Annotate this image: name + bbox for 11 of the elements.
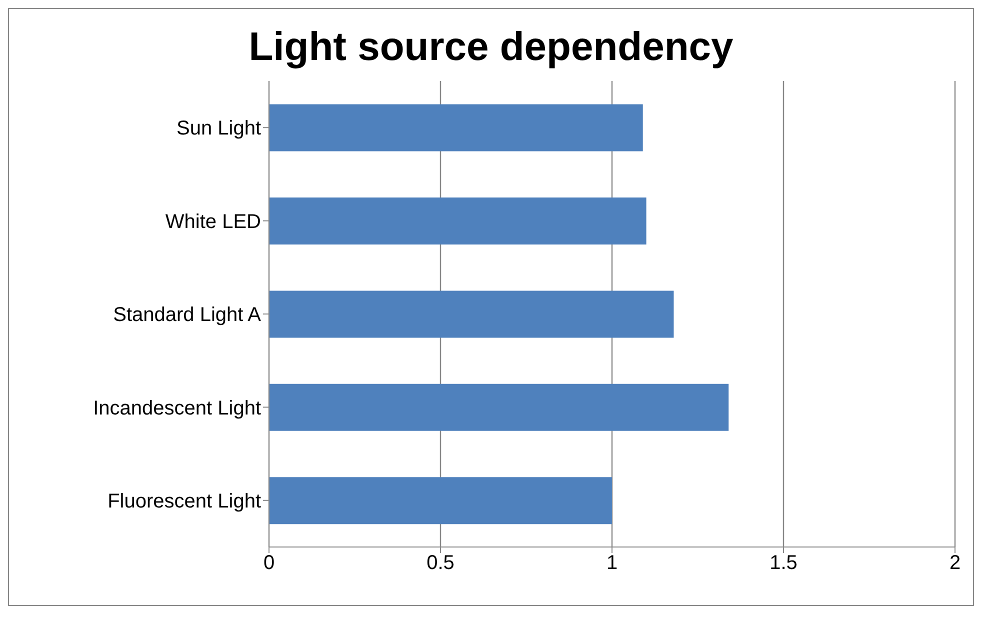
x-tick-label: 1.5: [770, 552, 798, 574]
y-tick-label: Standard Light A: [113, 304, 262, 326]
y-tick-label: Incandescent Light: [93, 397, 262, 420]
x-tick-label: 2: [949, 552, 961, 574]
y-tick-label: White LED: [165, 210, 261, 233]
y-tick-label: Fluorescent Light: [108, 490, 262, 512]
x-tick-label: 1: [606, 552, 618, 574]
y-tick-label: Sun Light: [176, 118, 262, 140]
chart-title: Light source dependency: [248, 24, 734, 71]
x-tick-label: 0: [263, 552, 275, 574]
x-tick-label: 0.5: [426, 552, 454, 574]
